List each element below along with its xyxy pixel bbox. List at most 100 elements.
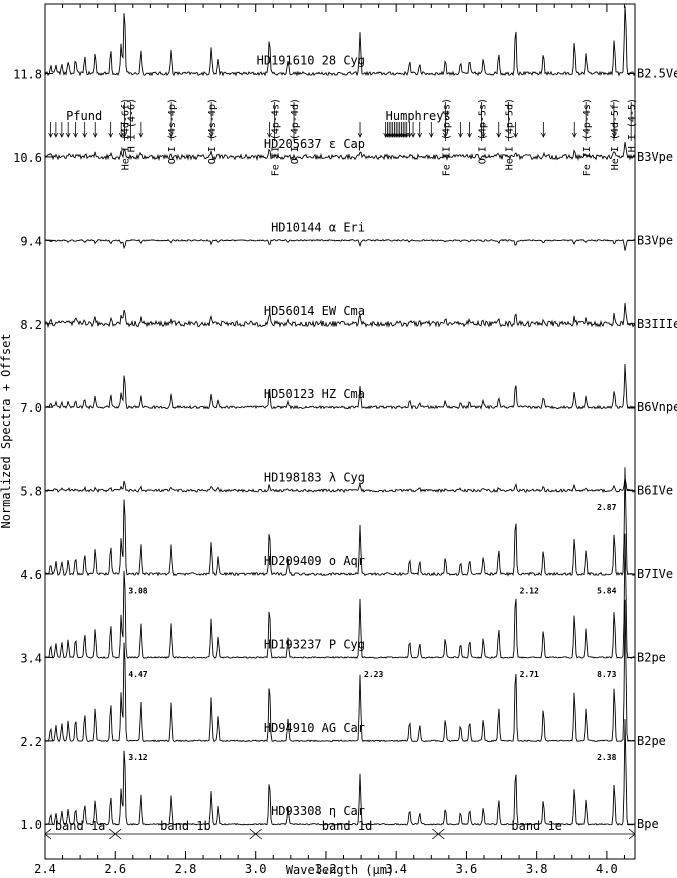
peak-value-label: 2.71	[520, 670, 539, 679]
series-name-label: HD205637 ε Cap	[264, 137, 365, 151]
line-arrow-head	[118, 132, 124, 138]
y-tick-label: 1.0	[20, 818, 42, 832]
line-arrow-head	[383, 132, 389, 138]
spectrum-line	[44, 467, 636, 577]
peak-value-label: 3.08	[128, 586, 147, 595]
spectral-type-label: B2.5Ve	[637, 67, 677, 81]
line-id-label: O I (4s-4p)	[207, 98, 218, 164]
line-arrow-head	[395, 132, 401, 138]
spectral-type-label: B7IVe	[637, 567, 673, 581]
band-arrow	[114, 828, 122, 840]
line-id-label: H I (4-5)	[627, 98, 638, 152]
line-arrow-head	[385, 132, 390, 138]
line-arrow-head	[496, 132, 502, 138]
peak-value-label: 4.47	[128, 670, 147, 679]
line-arrow-head	[82, 132, 88, 138]
peak-value-label: 2.87	[597, 503, 616, 512]
humphreys-series-label: Humphreys	[386, 109, 451, 123]
series-name-label: HD193237 P Cyg	[264, 637, 365, 651]
peak-value-label: 2.12	[520, 586, 539, 595]
band-arrow	[628, 828, 636, 840]
line-id-label: Fe II (4p-4s)	[271, 98, 282, 176]
line-id-label: He I (4d-6f)	[120, 98, 131, 170]
series-name-label: HD191610 28 Cyg	[257, 54, 365, 68]
spectral-type-label: B2pe	[637, 734, 666, 748]
line-id-label: He I (4p-5d)	[505, 98, 516, 170]
line-arrow-head	[540, 132, 546, 138]
line-arrow-head	[402, 132, 408, 138]
band-label: band 1d	[322, 819, 373, 833]
series-name-label: HD198183 λ Cyg	[264, 471, 365, 485]
line-arrow-head	[386, 132, 392, 138]
line-arrow-head	[467, 132, 472, 138]
line-id-label: He I (4d-5f)	[610, 98, 621, 170]
line-arrow-head	[48, 132, 53, 138]
y-tick-label: 2.2	[20, 735, 42, 749]
line-arrow-head	[571, 132, 577, 138]
spectrum-line	[44, 718, 636, 826]
line-id-label: O I (4p-5s)	[478, 98, 489, 164]
line-arrow-head	[407, 132, 412, 138]
y-tick-label: 8.2	[20, 318, 42, 332]
spectral-type-label: B3Vpe	[637, 150, 673, 164]
series-name-label: HD10144 α Eri	[271, 220, 365, 234]
line-arrow-head	[417, 132, 423, 138]
series-name-label: HD56014 EW Cma	[264, 304, 365, 318]
line-arrow-head	[428, 132, 434, 138]
y-axis-label: Normalized Spectra + Offset	[0, 333, 13, 528]
spectrum-line	[44, 363, 636, 410]
spectral-type-label: B3Vpe	[637, 233, 673, 247]
line-arrow-head	[73, 132, 78, 138]
spectral-type-label: B2pe	[637, 650, 666, 664]
y-tick-label: 4.6	[20, 568, 42, 582]
plot-frame	[44, 3, 636, 860]
y-tick-label: 7.0	[20, 401, 42, 415]
line-arrow-head	[53, 132, 59, 138]
x-tick-label: 3.4	[385, 862, 407, 876]
line-id-label: H I (4-6)	[126, 98, 137, 152]
spectrum-line	[44, 477, 636, 494]
line-id-label: O I (4p-4d)	[290, 98, 301, 164]
series-name-label: HD209409 o Aqr	[264, 554, 365, 568]
peak-value-label: 2.23	[364, 670, 383, 679]
line-arrow-head	[392, 132, 397, 138]
spectrum-line	[44, 141, 636, 162]
peak-value-label: 2.38	[597, 753, 616, 762]
line-id-label: Fe II (4p-4s)	[582, 98, 593, 176]
series-name-label: HD93308 η Car	[271, 804, 365, 818]
x-tick-label: 3.2	[315, 862, 337, 876]
x-tick-label: 4.0	[596, 862, 618, 876]
x-axis-label: Wavelength (μm)	[286, 863, 394, 877]
x-tick-label: 3.0	[245, 862, 267, 876]
line-id-label: O I (4s-4p)	[167, 98, 178, 164]
x-tick-label: 2.4	[34, 862, 56, 876]
band-arrow	[44, 828, 52, 840]
pfund-series-label: Pfund	[66, 109, 102, 123]
line-arrow-head	[397, 132, 403, 138]
line-arrow-head	[458, 132, 463, 138]
line-arrow-head	[399, 132, 404, 138]
line-arrow-head	[513, 132, 518, 138]
y-tick-label: 3.4	[20, 651, 42, 665]
line-arrow-head	[357, 132, 363, 138]
spectrum-line	[44, 239, 636, 251]
y-tick-label: 11.8	[13, 68, 42, 82]
band-arrow	[255, 828, 262, 840]
line-arrow-head	[410, 132, 416, 138]
band-label: band 1a	[55, 819, 106, 833]
series-name-label: HD94910 AG Car	[264, 721, 365, 735]
x-tick-label: 2.6	[104, 862, 126, 876]
y-tick-label: 5.8	[20, 485, 42, 499]
spectral-type-label: Bpe	[637, 817, 659, 831]
spectrum-line	[44, 302, 636, 329]
line-id-label: Fe II (4p-4s)	[441, 98, 452, 176]
y-tick-label: 10.6	[13, 151, 42, 165]
x-tick-label: 3.6	[456, 862, 478, 876]
line-arrow-head	[267, 132, 272, 138]
peak-value-label: 5.84	[597, 586, 616, 595]
line-arrow-head	[480, 132, 486, 138]
spectral-type-label: B6Vnpe	[637, 400, 677, 414]
line-arrow-head	[108, 132, 114, 138]
